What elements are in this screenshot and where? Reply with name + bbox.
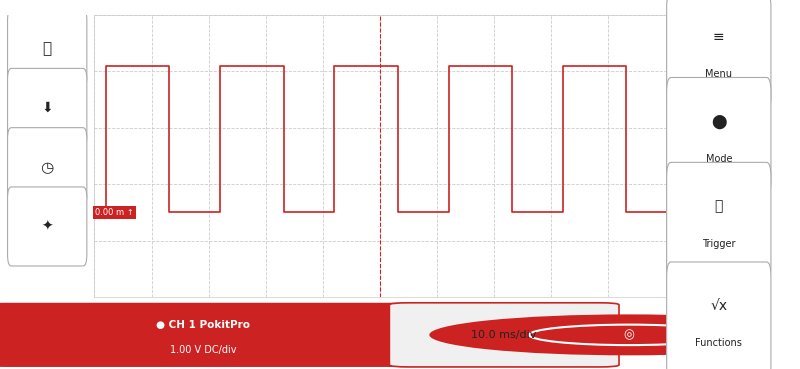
Text: ◷: ◷ <box>41 160 54 175</box>
Text: 0.00 m ↑: 0.00 m ↑ <box>95 208 134 217</box>
Text: ⍟  49.90 Hz: ⍟ 49.90 Hz <box>20 304 91 318</box>
Text: ≡: ≡ <box>713 30 725 44</box>
Text: ⊡  3.400 V: ⊡ 3.400 V <box>20 335 86 348</box>
Text: 10.0 ms/div: 10.0 ms/div <box>471 330 537 340</box>
Text: 1.00 V DC/div: 1.00 V DC/div <box>170 345 236 355</box>
Text: Menu: Menu <box>706 69 732 79</box>
Text: ✦: ✦ <box>42 220 53 234</box>
Text: Trigger: Trigger <box>702 238 735 249</box>
Text: ◎: ◎ <box>623 328 634 341</box>
FancyBboxPatch shape <box>7 187 87 266</box>
Text: ⊞  20 ms: ⊞ 20 ms <box>20 320 77 333</box>
FancyBboxPatch shape <box>7 9 87 88</box>
FancyBboxPatch shape <box>390 303 619 367</box>
Text: ⊟  55.7 %: ⊟ 55.7 % <box>20 352 82 365</box>
FancyBboxPatch shape <box>7 68 87 148</box>
FancyBboxPatch shape <box>666 0 771 111</box>
FancyBboxPatch shape <box>666 262 771 369</box>
FancyBboxPatch shape <box>0 303 418 367</box>
Text: 50.000: 50.000 <box>359 0 401 8</box>
Text: ⬤: ⬤ <box>711 115 726 129</box>
Circle shape <box>430 314 800 355</box>
Text: ⤡: ⤡ <box>42 41 52 56</box>
FancyBboxPatch shape <box>666 162 771 280</box>
Text: ⬇: ⬇ <box>42 101 53 115</box>
Text: √x: √x <box>710 299 727 313</box>
Text: Functions: Functions <box>695 338 742 348</box>
FancyBboxPatch shape <box>666 77 771 196</box>
Text: ⟋: ⟋ <box>714 200 723 214</box>
Text: Mode: Mode <box>706 154 732 164</box>
Text: ● CH 1 PokitPro: ● CH 1 PokitPro <box>156 320 250 330</box>
FancyBboxPatch shape <box>7 128 87 207</box>
